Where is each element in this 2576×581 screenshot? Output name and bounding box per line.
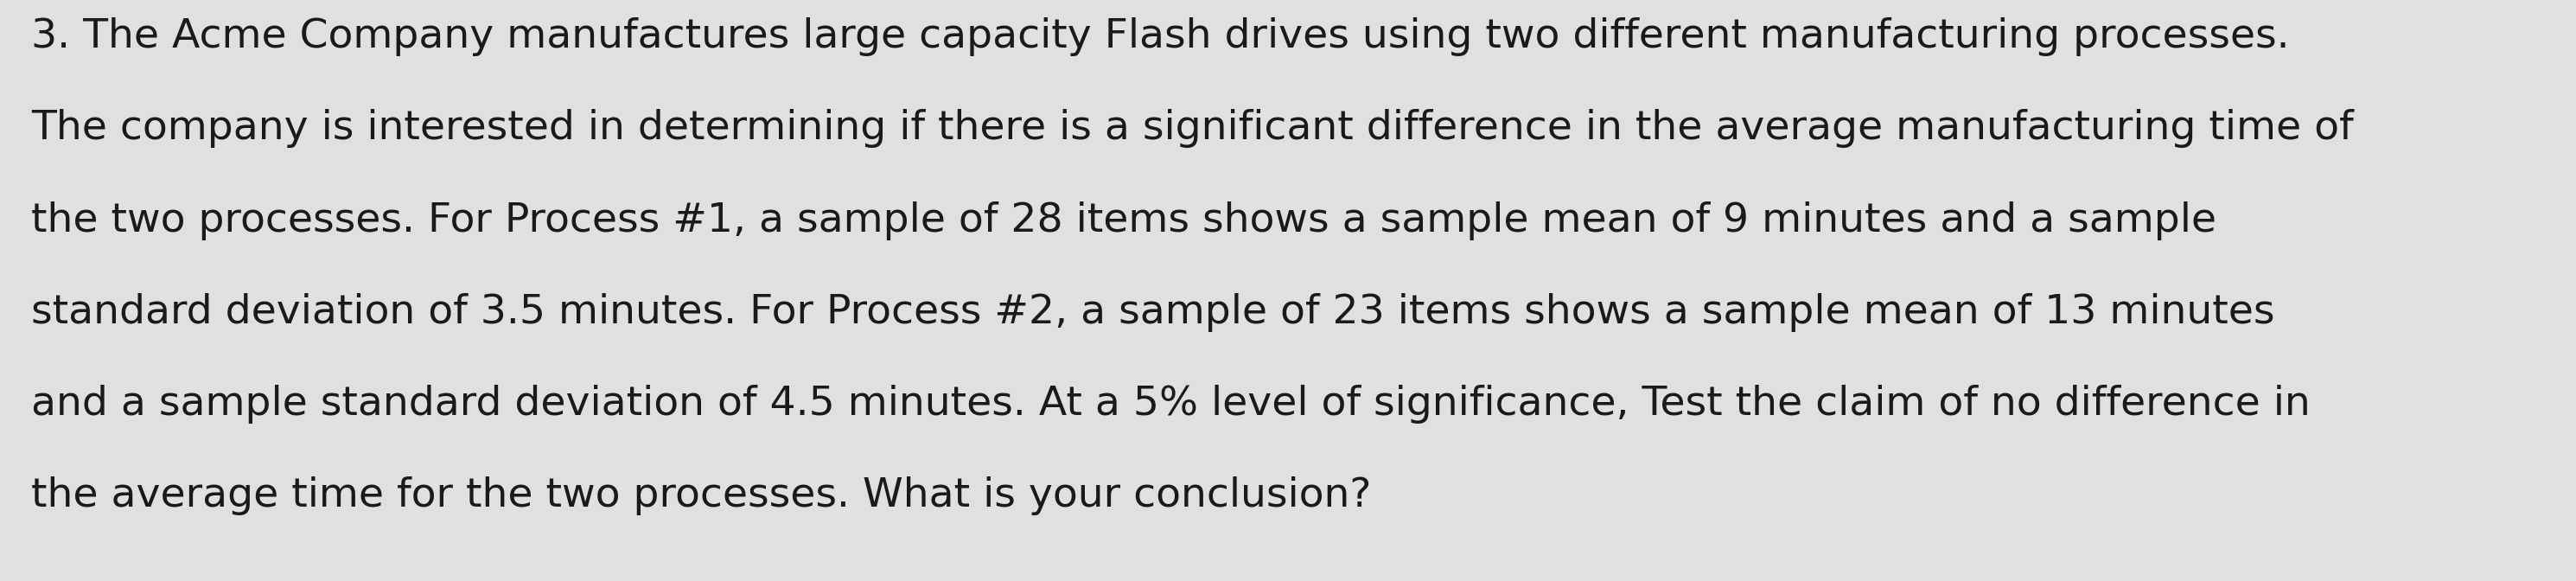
Text: 3. The Acme Company manufactures large capacity Flash drives using two different: 3. The Acme Company manufactures large c… [31, 17, 2290, 56]
Text: the two processes. For Process #1, a sample of 28 items shows a sample mean of 9: the two processes. For Process #1, a sam… [31, 201, 2215, 240]
Text: The company is interested in determining if there is a significant difference in: The company is interested in determining… [31, 109, 2354, 148]
Text: the average time for the two processes. What is your conclusion?: the average time for the two processes. … [31, 476, 1370, 515]
Text: and a sample standard deviation of 4.5 minutes. At a 5% level of significance, T: and a sample standard deviation of 4.5 m… [31, 385, 2311, 424]
Text: standard deviation of 3.5 minutes. For Process #2, a sample of 23 items shows a : standard deviation of 3.5 minutes. For P… [31, 293, 2275, 332]
